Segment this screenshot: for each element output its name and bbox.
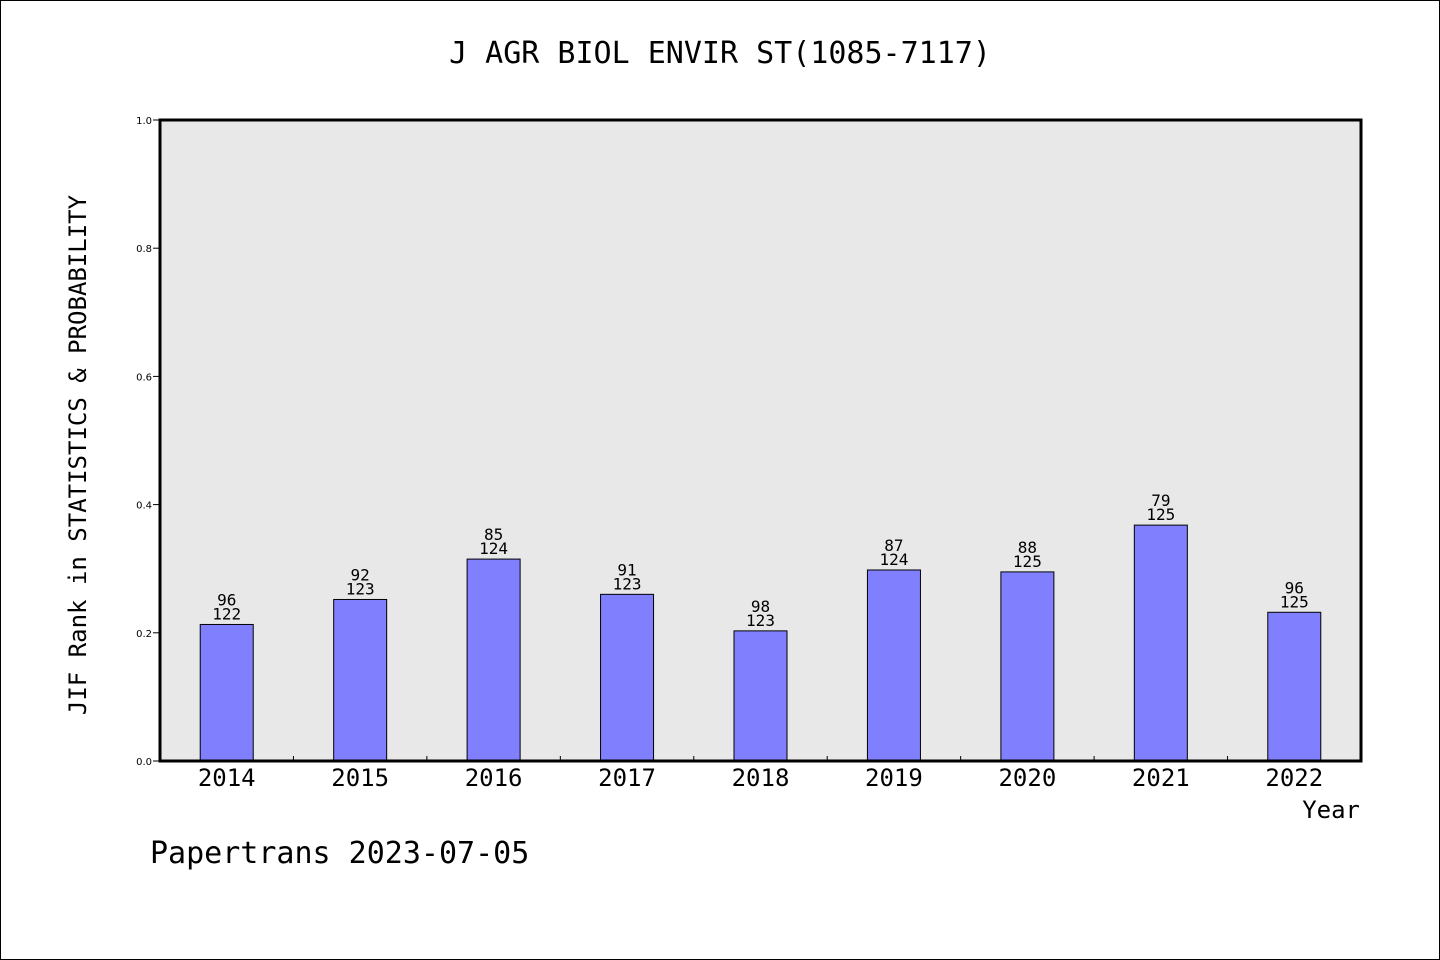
plot-border bbox=[158, 118, 1363, 763]
bar-rank-label: 87 bbox=[884, 536, 903, 555]
chart-title: J AGR BIOL ENVIR ST(1085-7117) bbox=[449, 36, 991, 71]
bar-total-label: 122 bbox=[212, 604, 241, 623]
y-tick-label: 0.2 bbox=[136, 629, 152, 640]
bar-rank-label: 96 bbox=[1285, 578, 1304, 597]
bar-total-label: 123 bbox=[346, 579, 375, 598]
y-tick-label: 0.6 bbox=[136, 372, 152, 383]
bar bbox=[199, 623, 254, 762]
footer-credit: Papertrans 2023-07-05 bbox=[150, 836, 530, 871]
bar-rank-label: 88 bbox=[1018, 538, 1037, 557]
x-tick-label: 2022 bbox=[1265, 764, 1323, 792]
x-tick-label: 2017 bbox=[598, 764, 656, 792]
y-axis: 0.0 0.2 0.4 0.6 0.8 1.0 bbox=[136, 116, 160, 768]
bar-total-label: 125 bbox=[1146, 505, 1175, 524]
bars-group: 9612292123851249112398123871248812579125… bbox=[199, 491, 1322, 762]
bar-total-label: 124 bbox=[879, 550, 908, 569]
y-tick-label: 0.8 bbox=[136, 244, 152, 255]
bar-rank-label: 91 bbox=[617, 560, 636, 579]
x-tick-label: 2019 bbox=[865, 764, 923, 792]
x-axis: 2014 2015 2016 2017 2018 2019 2020 2021 2022 bbox=[198, 756, 1323, 792]
x-axis-label: Year bbox=[1302, 796, 1360, 824]
x-tick-label: 2015 bbox=[331, 764, 389, 792]
bar-rank-label: 85 bbox=[484, 525, 503, 544]
bar bbox=[1000, 571, 1055, 762]
bar bbox=[1133, 524, 1188, 762]
bar bbox=[866, 569, 921, 762]
bar bbox=[333, 598, 388, 762]
x-tick-label: 2021 bbox=[1132, 764, 1190, 792]
bar bbox=[600, 593, 655, 762]
bar bbox=[1267, 611, 1322, 762]
bar-rank-label: 96 bbox=[217, 590, 236, 609]
y-tick-label: 0.0 bbox=[136, 757, 152, 768]
bar-rank-label: 92 bbox=[351, 565, 370, 584]
bar-rank-label: 79 bbox=[1151, 491, 1170, 510]
bar-total-label: 123 bbox=[613, 574, 642, 593]
bar bbox=[733, 630, 788, 762]
x-tick-label: 2018 bbox=[732, 764, 790, 792]
bar-total-label: 125 bbox=[1280, 592, 1309, 611]
x-tick-label: 2016 bbox=[465, 764, 523, 792]
x-tick-label: 2020 bbox=[998, 764, 1056, 792]
y-tick-label: 0.4 bbox=[136, 501, 152, 512]
bar bbox=[466, 558, 521, 762]
y-tick-label: 1.0 bbox=[136, 116, 152, 127]
bar-total-label: 123 bbox=[746, 611, 775, 630]
bar-rank-label: 98 bbox=[751, 597, 770, 616]
bar-total-label: 124 bbox=[479, 539, 508, 558]
x-tick-label: 2014 bbox=[198, 764, 256, 792]
bar-total-label: 125 bbox=[1013, 552, 1042, 571]
